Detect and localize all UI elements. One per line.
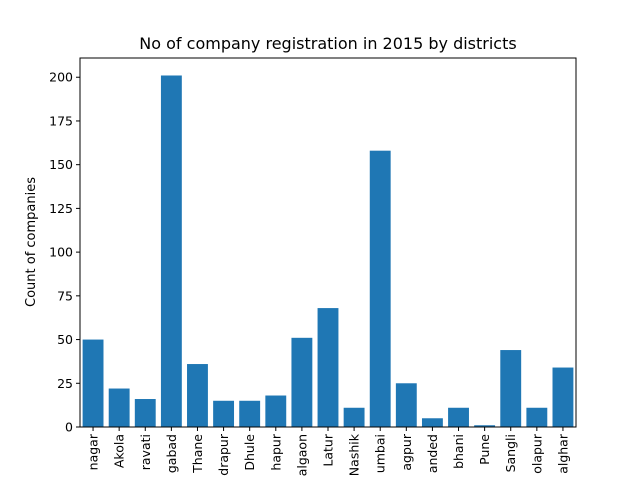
x-tick-label: Akola xyxy=(112,434,127,468)
y-tick-label: 75 xyxy=(57,288,73,303)
y-tick-label: 50 xyxy=(57,332,73,347)
y-tick-label: 200 xyxy=(49,70,73,85)
y-tick-label: 175 xyxy=(49,113,73,128)
bar-hapur xyxy=(265,395,287,427)
bar-olapur xyxy=(526,407,548,427)
x-tick-label: Dhule xyxy=(242,434,257,471)
x-tick-label: alghar xyxy=(555,433,570,474)
bar-umbai xyxy=(369,150,391,427)
x-tick-label: umbai xyxy=(373,434,388,473)
x-tick-label: agpur xyxy=(399,433,414,470)
y-axis-label: Count of companies xyxy=(24,177,39,307)
bar-akola xyxy=(108,388,130,427)
bar-gabad xyxy=(160,75,182,428)
x-tick-label: Latur xyxy=(321,433,336,466)
bar-agpur xyxy=(395,383,417,427)
bar-bhani xyxy=(448,407,469,427)
x-tick-label: ravati xyxy=(138,434,153,470)
bar-dhule xyxy=(239,400,261,427)
bar-ravati xyxy=(134,399,156,427)
x-tick-label: bhani xyxy=(451,434,466,469)
y-tick-label: 100 xyxy=(49,245,73,260)
x-tick-label: Nashik xyxy=(347,433,362,476)
bar-anded xyxy=(421,418,443,427)
y-tick-label: 150 xyxy=(49,157,73,172)
bar-nashik xyxy=(343,407,365,427)
x-tick-label: algaon xyxy=(294,434,309,476)
x-tick-label: Sangli xyxy=(503,434,518,472)
x-tick-label: gabad xyxy=(164,434,179,473)
y-tick-label: 0 xyxy=(65,420,73,435)
bar-sangli xyxy=(500,350,522,427)
plot-frame xyxy=(79,57,577,428)
bar-nagar xyxy=(82,339,104,427)
y-tick-label: 125 xyxy=(49,201,73,216)
y-tick-label: 25 xyxy=(57,376,73,391)
x-tick-label: Pune xyxy=(477,434,492,465)
plot-area: 0 25 50 75 100 125 150 175 200 nagar Akola ravati ga… xyxy=(49,70,574,476)
x-tick-label: drapur xyxy=(216,433,231,476)
x-tick-label: Thane xyxy=(190,434,205,474)
bar-thane xyxy=(187,364,208,427)
bar-pune xyxy=(474,425,496,427)
bar-alghar xyxy=(552,367,574,427)
chart-title: No of company registration in 2015 by di… xyxy=(139,34,516,53)
x-tick-label: anded xyxy=(425,434,440,473)
bar-latur xyxy=(317,308,339,427)
x-tick-label: nagar xyxy=(86,433,101,470)
bar-drapur xyxy=(213,400,235,427)
bar-algaon xyxy=(291,337,313,427)
x-tick-label: olapur xyxy=(529,433,544,474)
x-tick-label: hapur xyxy=(268,433,283,470)
